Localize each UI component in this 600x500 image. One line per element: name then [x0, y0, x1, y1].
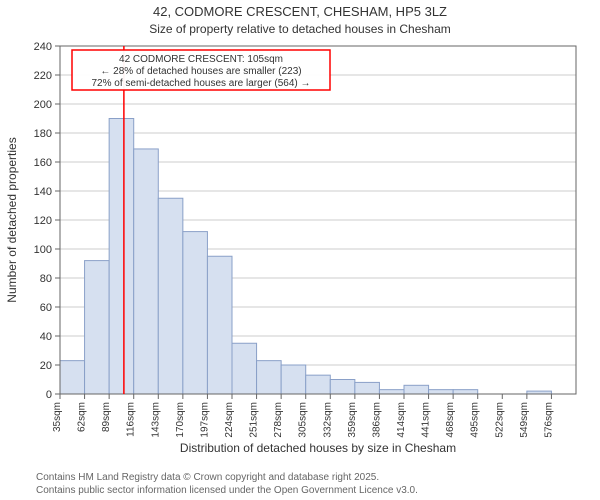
x-tick-label: 89sqm	[101, 402, 112, 432]
bar	[109, 119, 134, 395]
bar	[306, 375, 331, 394]
x-axis-label: Distribution of detached houses by size …	[180, 441, 456, 455]
x-tick-label: 170sqm	[175, 402, 186, 438]
x-tick-label: 386sqm	[371, 402, 382, 438]
x-tick-label: 143sqm	[150, 402, 161, 438]
bar	[404, 385, 429, 394]
x-tick-label: 197sqm	[199, 402, 210, 438]
bar	[85, 261, 110, 394]
x-tick-label: 549sqm	[519, 402, 530, 438]
annotation-text: ← 28% of detached houses are smaller (22…	[100, 66, 301, 77]
x-tick-label: 576sqm	[543, 402, 554, 438]
x-tick-label: 522sqm	[494, 402, 505, 438]
y-tick-label: 120	[34, 215, 52, 227]
annotation-text: 42 CODMORE CRESCENT: 105sqm	[119, 54, 283, 65]
x-tick-label: 305sqm	[298, 402, 309, 438]
x-tick-label: 332sqm	[322, 402, 333, 438]
x-tick-label: 441sqm	[421, 402, 432, 438]
bar	[134, 149, 159, 394]
bar	[207, 256, 232, 394]
y-tick-label: 20	[40, 360, 52, 372]
y-axis-label: Number of detached properties	[5, 137, 19, 302]
bar	[158, 198, 183, 394]
x-tick-label: 278sqm	[273, 402, 284, 438]
bar	[257, 361, 282, 394]
y-tick-label: 40	[40, 331, 52, 343]
footer-line2: Contains public sector information licen…	[36, 485, 418, 496]
x-tick-label: 468sqm	[445, 402, 456, 438]
y-tick-label: 220	[34, 70, 52, 82]
y-tick-label: 140	[34, 186, 52, 198]
x-tick-label: 251sqm	[249, 402, 260, 438]
bar	[453, 390, 478, 394]
bar	[330, 380, 355, 395]
bar	[379, 390, 404, 394]
y-tick-label: 180	[34, 128, 52, 140]
y-tick-label: 160	[34, 157, 52, 169]
y-tick-label: 200	[34, 99, 52, 111]
y-tick-label: 60	[40, 302, 52, 314]
annotation-text: 72% of semi-detached houses are larger (…	[91, 78, 310, 89]
y-tick-label: 0	[46, 389, 52, 401]
y-tick-label: 240	[34, 41, 52, 53]
bar	[232, 343, 257, 394]
x-tick-label: 35sqm	[52, 402, 63, 432]
bar	[281, 365, 306, 394]
bar	[429, 390, 454, 394]
x-tick-label: 62sqm	[77, 402, 88, 432]
y-tick-label: 80	[40, 273, 52, 285]
x-tick-label: 359sqm	[347, 402, 358, 438]
x-tick-label: 116sqm	[126, 402, 137, 437]
x-tick-label: 414sqm	[396, 402, 407, 438]
bar	[60, 361, 85, 394]
histogram-chart: 0 20 40 60 80 100 120 140 160 180 200 220 240 35sqm 62…	[0, 0, 600, 500]
y-tick-label: 100	[34, 244, 52, 256]
x-tick-label: 495sqm	[470, 402, 481, 438]
bar	[355, 382, 380, 394]
bar	[183, 232, 208, 394]
footer-line1: Contains HM Land Registry data © Crown c…	[36, 472, 379, 483]
x-tick-label: 224sqm	[224, 402, 235, 438]
